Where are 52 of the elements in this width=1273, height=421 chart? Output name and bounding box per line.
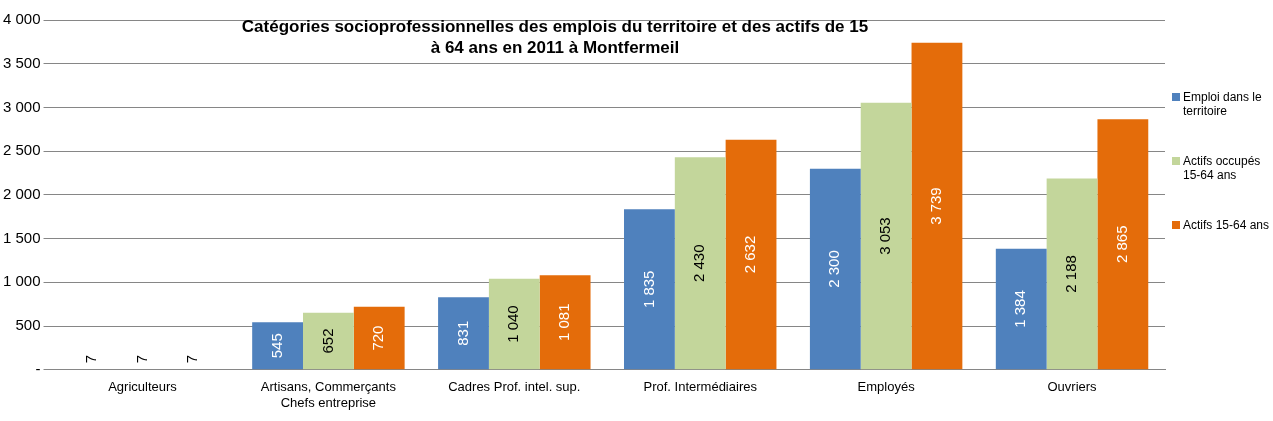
x-tick-label: Ouvriers xyxy=(1047,379,1098,395)
text: 1 835 xyxy=(639,270,657,309)
y-tick-label: 3 000 xyxy=(2,97,41,115)
chart-title: Catégories socioprofessionnelles des emplois du territoire et des actifs de 15 à 64 ans en 2011 à Montfermeil xyxy=(240,16,870,58)
bar xyxy=(995,248,1047,370)
text: 3 053 xyxy=(876,217,894,255)
text: 7 xyxy=(132,354,150,364)
y-tick-label: 2 000 xyxy=(2,185,41,203)
bar xyxy=(438,297,489,370)
text: 2 430 xyxy=(690,244,708,283)
y-tick-label: 2 500 xyxy=(2,141,41,159)
text: 3 739 xyxy=(927,187,945,225)
x-tick-label: Employés xyxy=(857,379,916,395)
x-tick-label: Agriculteurs xyxy=(108,379,178,395)
text: 652 xyxy=(318,328,336,354)
bar xyxy=(353,306,405,370)
legend-label: Emploi dans le territoire xyxy=(1183,90,1263,118)
bar xyxy=(303,312,354,370)
y-tick-label: 4 000 xyxy=(2,10,41,28)
bar xyxy=(252,322,303,370)
x-tick-label: Artisans, Commerçants Chefs entreprise xyxy=(260,379,397,410)
text: 2 300 xyxy=(825,250,843,288)
bar xyxy=(1097,119,1149,370)
text: 1 081 xyxy=(555,303,573,342)
y-tick-label: 3 500 xyxy=(2,53,41,71)
bar xyxy=(674,157,726,370)
text: 2 188 xyxy=(1062,255,1080,293)
legend-label: Actifs occupés 15-64 ans xyxy=(1183,154,1262,182)
bar xyxy=(624,209,675,370)
legend-label: Actifs 15-64 ans xyxy=(1183,218,1270,232)
text: 7 xyxy=(183,354,201,364)
y-tick-label: 1 500 xyxy=(2,228,41,246)
text: 2 632 xyxy=(741,235,759,274)
y-tick-label: 1 000 xyxy=(2,272,41,290)
y-tick-label: - xyxy=(35,359,41,377)
bar xyxy=(539,275,591,370)
text: 831 xyxy=(453,320,471,346)
text: 545 xyxy=(267,333,285,359)
text: 1 384 xyxy=(1011,290,1029,328)
bar xyxy=(725,139,777,370)
bar xyxy=(860,102,912,370)
x-tick-label: Cadres Prof. intel. sup. xyxy=(448,379,581,395)
text: 1 040 xyxy=(504,305,522,343)
text: 2 865 xyxy=(1113,225,1130,264)
x-tick-label: Prof. Intermédiaires xyxy=(643,379,758,395)
bar xyxy=(488,278,540,370)
bar xyxy=(911,42,963,370)
y-tick-label: 500 xyxy=(15,316,41,334)
text: 720 xyxy=(369,325,387,351)
bar xyxy=(1046,178,1098,370)
bar xyxy=(809,168,861,370)
text: 7 xyxy=(81,354,99,364)
